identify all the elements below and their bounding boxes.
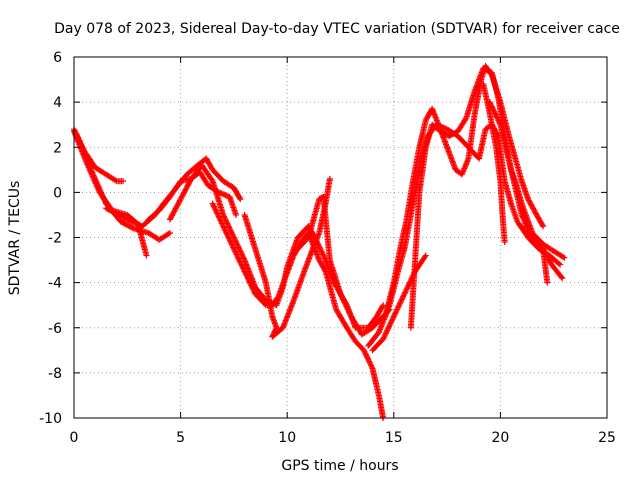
- series-track-8: [241, 175, 333, 340]
- data-point: [367, 361, 374, 368]
- data-point: [124, 216, 131, 223]
- series-track-9: [294, 193, 393, 338]
- data-point: [379, 303, 386, 310]
- data-point: [237, 196, 244, 203]
- y-tick-label: -10: [39, 411, 62, 427]
- data-point: [233, 211, 240, 218]
- data-point: [135, 221, 142, 228]
- data-point: [364, 355, 371, 362]
- data-point: [127, 217, 134, 224]
- data-point: [362, 350, 369, 357]
- data-point: [368, 362, 375, 369]
- data-point: [557, 261, 564, 268]
- data-point: [462, 116, 469, 123]
- x-tick-label: 5: [176, 430, 185, 446]
- data-point: [362, 351, 369, 358]
- y-tick-label: -2: [48, 231, 62, 247]
- data-point: [361, 348, 368, 355]
- data-point: [128, 218, 135, 225]
- series-track-12: [382, 63, 547, 320]
- series-track-16: [518, 223, 551, 286]
- data-point: [366, 359, 373, 366]
- series-track-5: [145, 169, 240, 223]
- data-point: [143, 252, 150, 259]
- data-point: [561, 254, 568, 261]
- x-tick-label: 20: [491, 430, 509, 446]
- x-tick-label: 0: [70, 430, 79, 446]
- data-point: [422, 252, 429, 259]
- data-point: [559, 275, 566, 282]
- marks-layer: [71, 63, 568, 421]
- x-tick-label: 25: [598, 430, 616, 446]
- series-track-15: [486, 99, 566, 282]
- y-tick-label: 0: [53, 185, 62, 201]
- data-point: [368, 363, 375, 370]
- data-point: [122, 215, 129, 222]
- series-track-3: [73, 130, 173, 243]
- data-point: [555, 260, 562, 267]
- data-point: [366, 358, 373, 365]
- y-tick-label: -6: [48, 321, 62, 337]
- data-point: [261, 301, 268, 308]
- data-point: [132, 220, 139, 227]
- y-tick-label: 6: [53, 50, 62, 66]
- data-point: [166, 229, 173, 236]
- data-point: [133, 220, 140, 227]
- data-point: [236, 194, 243, 201]
- series-track-7: [209, 200, 387, 421]
- chart-title: Day 078 of 2023, Sidereal Day-to-day VTE…: [54, 21, 620, 37]
- y-tick-label: 2: [53, 140, 62, 156]
- y-tick-label: -4: [48, 276, 62, 292]
- data-point: [165, 230, 172, 237]
- data-point: [365, 357, 372, 364]
- x-axis-title: GPS time / hours: [281, 458, 398, 474]
- data-point: [129, 218, 136, 225]
- data-point: [112, 177, 119, 184]
- data-point: [125, 217, 132, 224]
- data-point: [501, 239, 508, 246]
- data-point: [421, 253, 428, 260]
- data-point: [326, 175, 333, 182]
- data-point: [539, 221, 546, 228]
- data-point: [360, 347, 367, 354]
- y-tick-label: -8: [48, 366, 62, 382]
- data-point: [558, 273, 565, 280]
- data-point: [208, 176, 215, 183]
- data-point: [363, 352, 370, 359]
- data-point: [544, 279, 551, 286]
- data-point: [129, 224, 136, 231]
- data-point: [120, 178, 127, 185]
- ticks-layer: [73, 56, 608, 419]
- y-axis-title: SDTVAR / TECUs: [7, 181, 23, 296]
- y-tick-label: 4: [53, 95, 62, 111]
- data-point: [364, 354, 371, 361]
- data-point: [321, 267, 328, 274]
- x-tick-label: 10: [278, 430, 296, 446]
- data-point: [560, 253, 567, 260]
- data-point: [131, 219, 138, 226]
- data-point: [540, 223, 547, 230]
- series-track-6: [166, 162, 387, 331]
- x-tick-label: 15: [385, 430, 403, 446]
